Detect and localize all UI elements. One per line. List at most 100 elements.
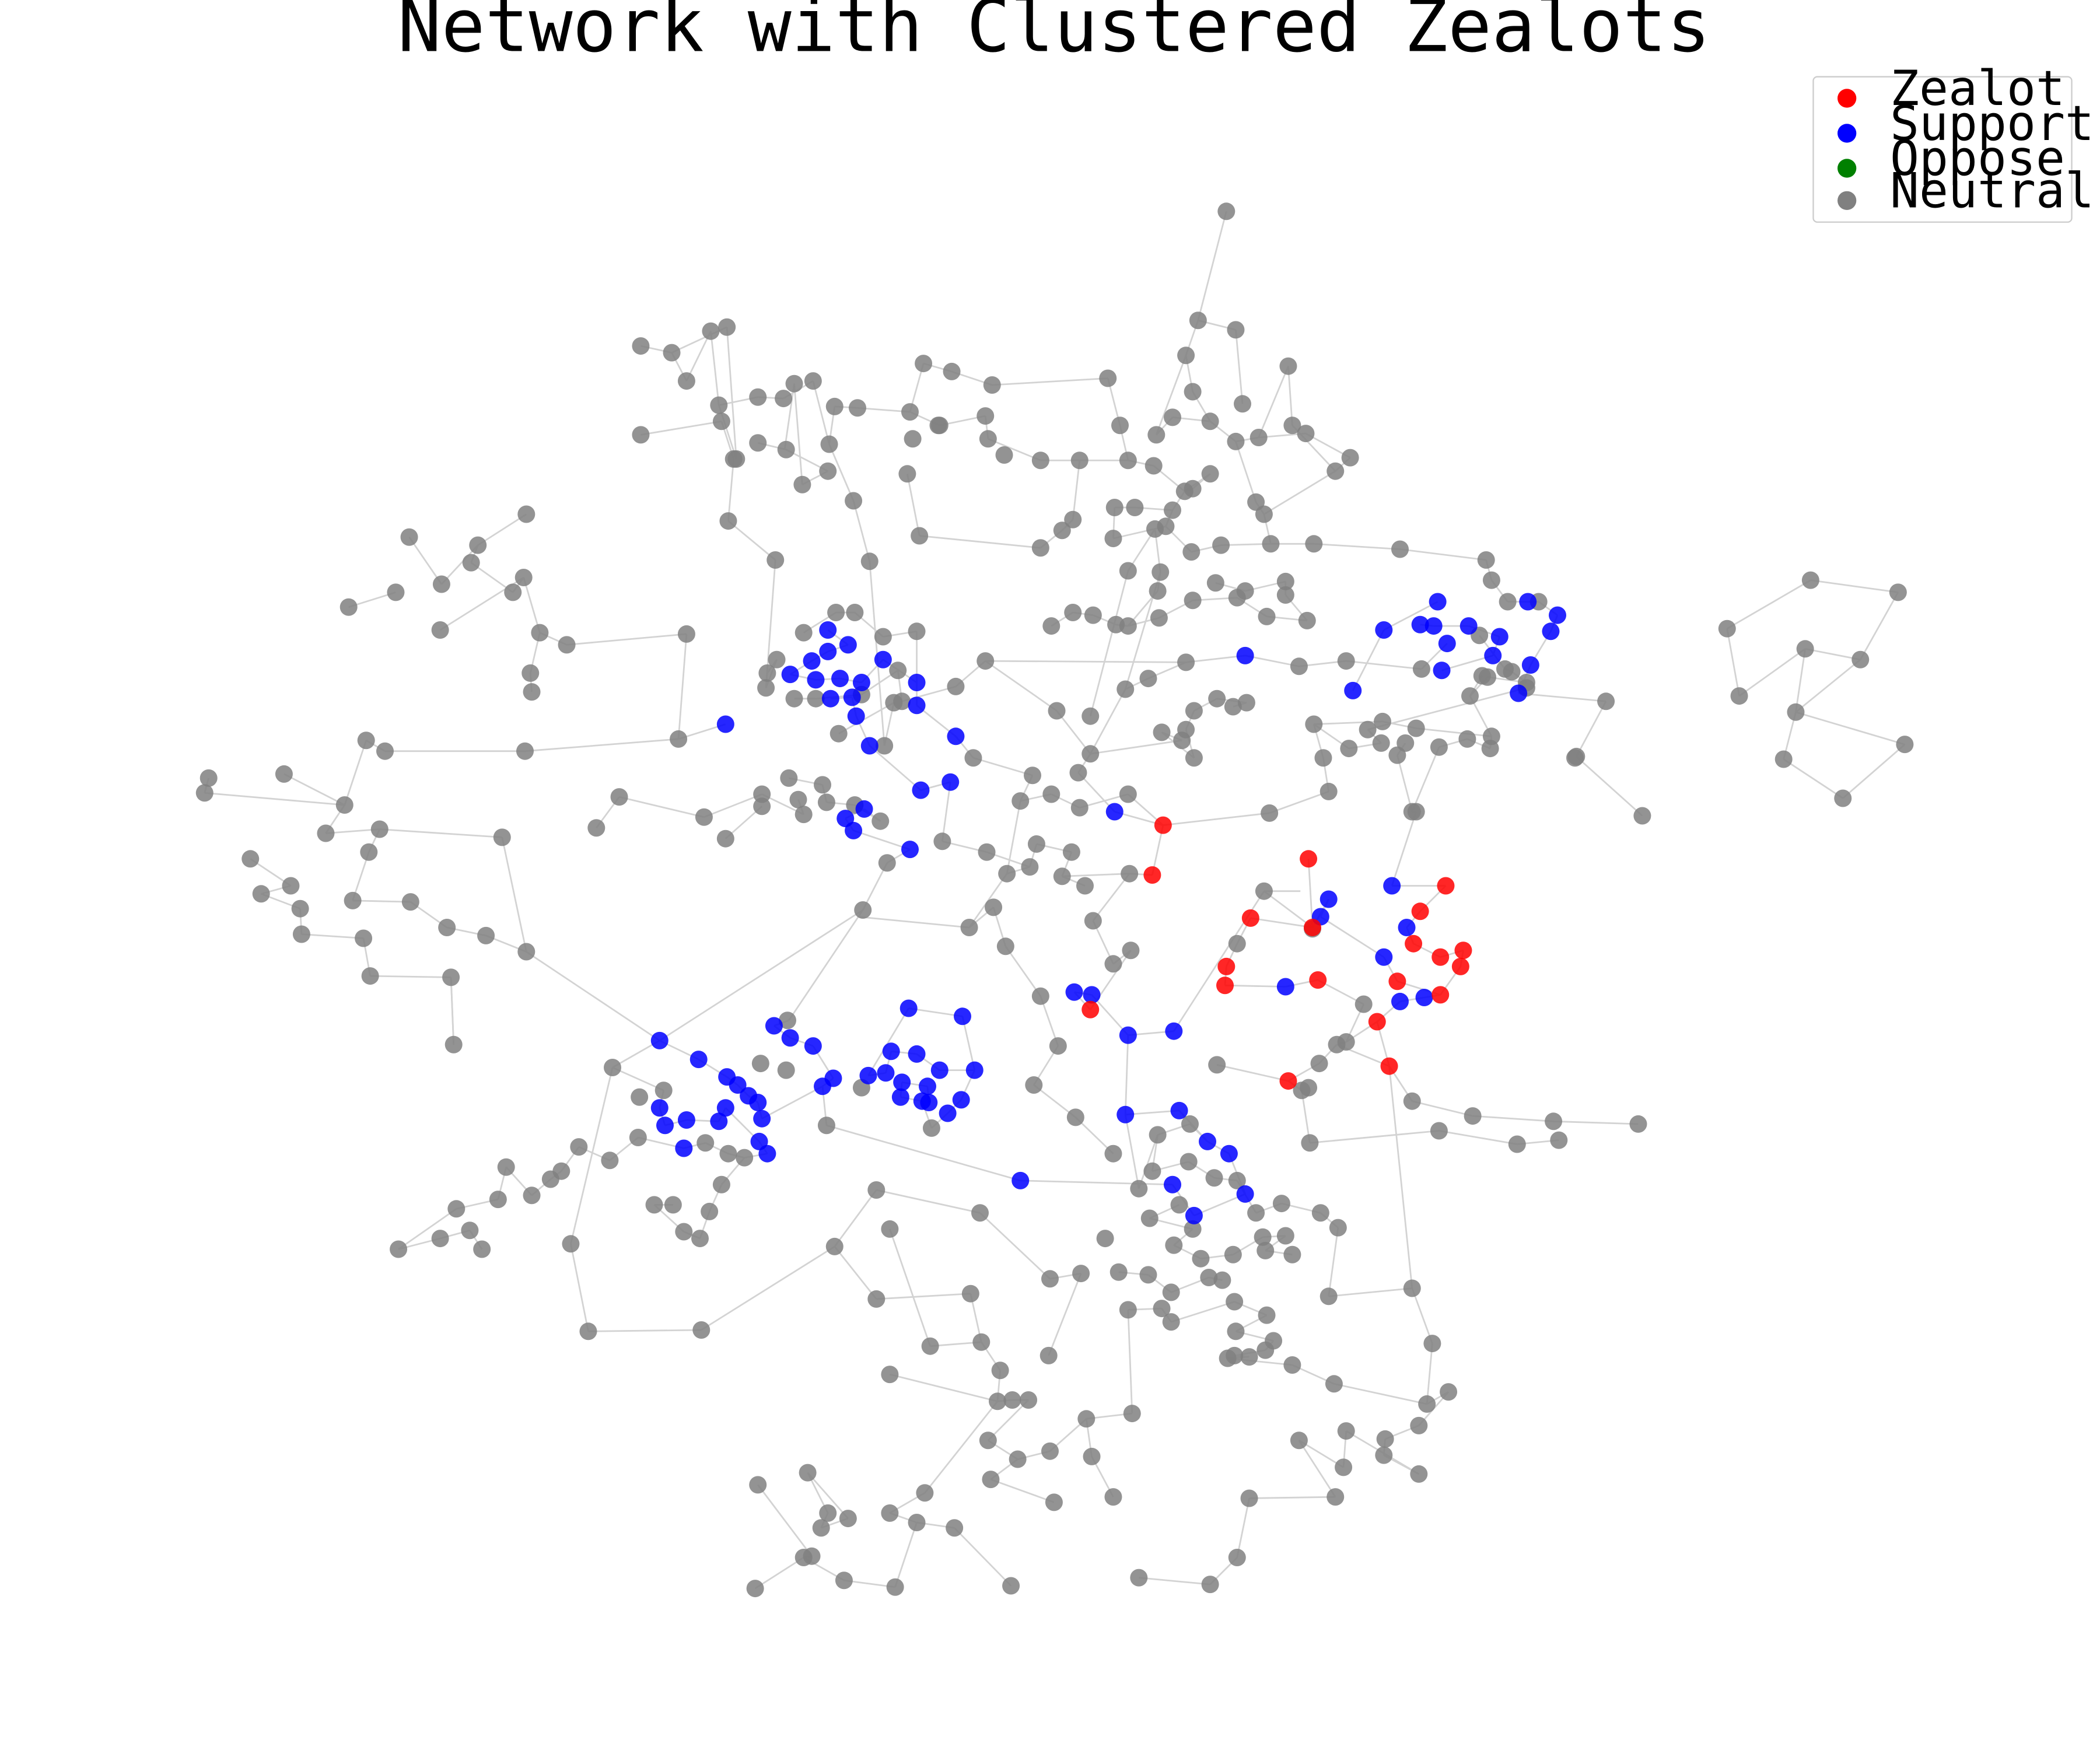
network-edge [450, 977, 455, 1045]
node-neutral [1276, 572, 1294, 590]
node-support [1521, 656, 1539, 674]
node-neutral [946, 1519, 964, 1537]
node-support [758, 1144, 776, 1163]
network-edge [204, 792, 345, 806]
network-edge [1040, 996, 1059, 1046]
network-edge [1795, 659, 1861, 713]
node-support [1199, 1132, 1216, 1150]
node-neutral [977, 407, 995, 425]
node-neutral [523, 1186, 541, 1205]
node-neutral [972, 1333, 991, 1351]
node-neutral [911, 527, 929, 545]
node-neutral [1633, 807, 1651, 825]
network-edge [1411, 1287, 1433, 1344]
node-support [765, 1017, 783, 1035]
node-support [1012, 1171, 1030, 1189]
node-neutral [1027, 835, 1045, 853]
network-edge [1328, 1227, 1339, 1297]
node-neutral [444, 1035, 463, 1054]
node-neutral [1430, 738, 1448, 756]
node-neutral [1629, 1115, 1647, 1133]
network-edge [979, 1212, 1051, 1280]
node-neutral [242, 850, 260, 868]
network-edge [1367, 687, 1527, 731]
network-edge [1138, 1134, 1158, 1189]
node-neutral [724, 450, 743, 468]
node-neutral [462, 554, 480, 572]
network-edge [757, 1484, 813, 1557]
node-neutral [1326, 1488, 1345, 1506]
node-neutral [1261, 804, 1279, 822]
node-neutral [469, 536, 487, 554]
node-support [1116, 1105, 1135, 1124]
node-neutral [916, 1484, 934, 1502]
node-support [874, 650, 892, 668]
node-neutral [872, 812, 890, 830]
node-support [1220, 1144, 1238, 1163]
node-neutral [387, 583, 405, 601]
node-neutral [1140, 1209, 1158, 1227]
node-neutral [777, 1061, 795, 1079]
node-support [1429, 593, 1447, 611]
node-neutral [1201, 412, 1219, 430]
node-neutral [1297, 425, 1315, 443]
node-support [781, 1029, 799, 1047]
node-neutral [1283, 1245, 1301, 1264]
node-neutral [1255, 505, 1273, 523]
node-support [908, 696, 926, 715]
node-neutral [1305, 715, 1323, 733]
network-edge [894, 1522, 918, 1588]
node-neutral [757, 679, 775, 697]
node-neutral [1122, 942, 1140, 960]
node-neutral [719, 512, 737, 530]
network-edge [857, 916, 970, 929]
node-neutral [477, 926, 495, 944]
node-neutral [878, 854, 896, 872]
node-neutral [881, 1366, 899, 1384]
network-edge [1396, 755, 1413, 812]
network-edge [1090, 739, 1182, 755]
network-edge [566, 633, 687, 646]
node-zealot [1154, 816, 1172, 834]
node-neutral [675, 1223, 693, 1241]
node-zealot [1380, 1057, 1398, 1075]
network-edge [352, 900, 411, 903]
node-neutral [431, 1230, 449, 1248]
node-neutral [1320, 782, 1338, 800]
node-neutral [995, 446, 1013, 464]
node-neutral [1418, 1395, 1436, 1413]
node-neutral [1464, 1107, 1482, 1125]
node-zealot [1432, 948, 1450, 966]
network-edge [1163, 812, 1270, 826]
network-edge [812, 380, 830, 444]
node-neutral [1354, 995, 1373, 1013]
legend-label-support: Support (>0.5) [1890, 95, 2100, 152]
node-neutral [632, 426, 650, 444]
node-neutral [753, 785, 771, 803]
network-edge [726, 327, 737, 460]
node-support [656, 1116, 674, 1135]
node-zealot [1241, 909, 1259, 927]
node-neutral [604, 1059, 621, 1076]
node-neutral [523, 683, 541, 701]
node-support [1490, 628, 1508, 646]
node-support [821, 690, 839, 708]
network-edge [942, 782, 951, 842]
node-neutral [1041, 1270, 1059, 1288]
node-neutral [677, 625, 695, 643]
node-neutral [1185, 702, 1203, 720]
network-edge [1091, 994, 1129, 1036]
network-edge [987, 1399, 1030, 1441]
node-neutral [1076, 877, 1094, 895]
legend-label-oppose: Oppose (<-0.5) [1890, 130, 2100, 187]
node-support [1510, 684, 1528, 702]
node-neutral [1064, 510, 1082, 528]
network-edge [761, 1086, 823, 1119]
node-neutral [1320, 1287, 1338, 1306]
node-neutral [794, 806, 813, 824]
node-neutral [664, 1196, 682, 1214]
network-edge [727, 520, 776, 561]
node-neutral [1896, 736, 1914, 754]
network-edge [1426, 1343, 1433, 1405]
network-edge [398, 1208, 457, 1250]
